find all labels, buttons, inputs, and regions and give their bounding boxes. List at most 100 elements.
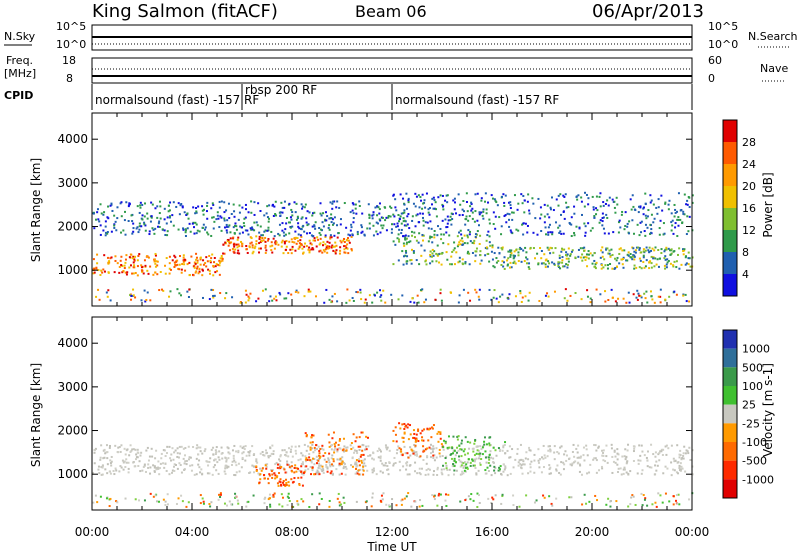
data-cell [486,234,489,237]
data-cell [127,461,130,464]
data-cell [517,229,520,232]
data-cell [602,227,605,230]
data-cell [467,458,470,461]
data-cell [302,471,305,474]
data-cell [271,244,274,247]
data-cell [605,503,608,506]
x-ticks: 00:00 04:00 08:00 12:00 16:00 20:00 00:00 [75,113,709,539]
data-cell [197,453,200,456]
data-cell [650,295,653,298]
data-cell [424,298,427,301]
data-cell [336,300,339,303]
data-cell [278,503,281,506]
data-cell [406,426,409,429]
data-cell [187,458,190,461]
data-cell [503,204,506,207]
data-cell [639,459,642,462]
data-cell [269,447,272,450]
data-cell [453,473,456,476]
data-cell [164,264,167,267]
data-cell [599,192,602,195]
data-cell [631,194,634,197]
data-cell [192,274,195,277]
data-cell [604,290,607,293]
data-cell [93,267,96,270]
data-cell [632,495,635,498]
data-cell [331,473,334,476]
data-cell [506,263,509,266]
data-cell [405,495,408,498]
data-cell [494,227,497,230]
data-cell [436,253,439,256]
data-cell [582,454,585,457]
data-cell [288,202,291,205]
x-tick-label: 16:00 [475,525,510,539]
data-cell [314,239,317,242]
data-cell [146,291,149,294]
data-cell [638,444,641,447]
data-cell [403,224,406,227]
data-cell [660,450,663,453]
data-cell [429,235,432,238]
data-cell [645,456,648,459]
data-cell [183,263,186,266]
data-cell [584,255,587,258]
data-cell [186,263,189,266]
data-cell [679,462,682,465]
data-cell [564,450,567,453]
data-cell [484,456,487,459]
data-cell [240,226,243,229]
data-cell [447,435,450,438]
data-cell [197,272,200,275]
data-cell [580,298,583,301]
data-cell [549,466,552,469]
data-cell [557,261,560,264]
data-cell [319,202,322,205]
data-cell [540,213,543,216]
data-cell [168,215,171,218]
data-cell [399,427,402,430]
data-cell [310,461,313,464]
data-cell [104,231,107,234]
data-cell [269,503,272,506]
data-cell [212,216,215,219]
data-cell [237,502,240,505]
data-cell [113,473,116,476]
data-cell [301,461,304,464]
data-cell [562,232,565,235]
data-cell [612,460,615,463]
x-tick-label: 00:00 [75,525,110,539]
data-cell [249,292,252,295]
data-cell [138,460,141,463]
data-cell [584,231,587,234]
data-cell [286,504,289,507]
data-cell [626,259,629,262]
data-cell [691,449,694,452]
data-cell [332,245,335,248]
data-cell [446,201,449,204]
data-cell [669,249,672,252]
data-cell [667,259,670,262]
data-cell [297,459,300,462]
data-cell [565,454,568,457]
data-cell [536,233,539,236]
data-cell [240,466,243,469]
data-cell [502,261,505,264]
data-cell [237,243,240,246]
data-cell [363,462,366,465]
data-cell [265,465,268,468]
data-cell [418,467,421,470]
data-cell [430,227,433,230]
data-cell [101,271,104,274]
data-cell [363,448,366,451]
data-cell [322,469,325,472]
data-cell [188,222,191,225]
data-cell [549,231,552,234]
data-cell [530,460,533,463]
data-cell [201,497,204,500]
data-cell [361,443,364,446]
data-cell [547,449,550,452]
data-cell [220,229,223,232]
data-cell [648,246,651,249]
data-cell [224,241,227,244]
